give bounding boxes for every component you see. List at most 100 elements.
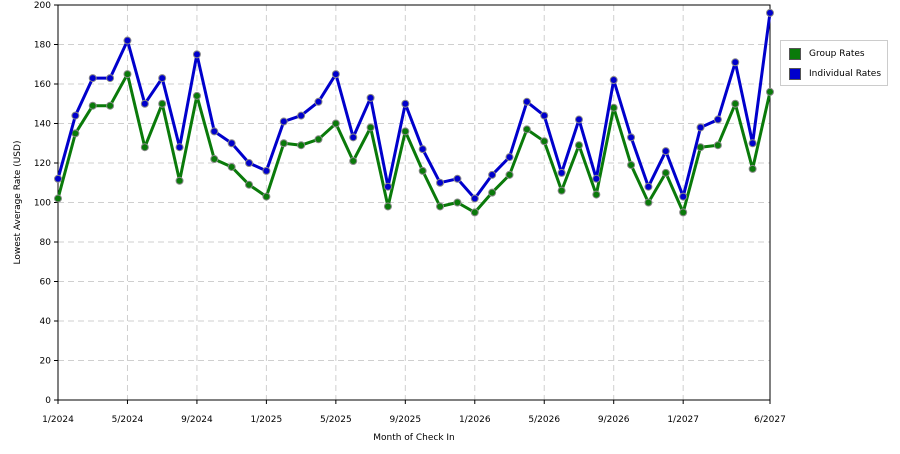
data-point (453, 174, 462, 183)
data-point (436, 202, 445, 211)
y-tick-label: 100 (34, 199, 51, 209)
data-point (679, 208, 688, 217)
data-point (54, 194, 62, 203)
data-point (279, 117, 288, 126)
data-point (488, 188, 497, 197)
data-point (140, 99, 149, 108)
data-point (557, 186, 566, 195)
data-point (123, 70, 132, 79)
y-tick-label: 20 (40, 357, 52, 367)
data-point (279, 139, 288, 148)
data-point (106, 101, 115, 110)
data-point (453, 198, 462, 207)
data-point (505, 153, 514, 162)
data-point (54, 174, 62, 183)
y-tick-label: 80 (40, 238, 52, 248)
data-point (314, 135, 323, 144)
data-point (592, 174, 601, 183)
data-point (262, 192, 271, 201)
x-tick-label: 1/2024 (42, 415, 74, 425)
data-point (227, 162, 236, 171)
data-point (262, 166, 271, 175)
data-point (470, 194, 479, 203)
x-tick-label: 9/2024 (181, 415, 213, 425)
legend-swatch-group-rates (789, 48, 801, 60)
data-point (488, 170, 497, 179)
y-tick-label: 160 (34, 80, 51, 90)
data-point (314, 97, 323, 106)
data-point (696, 123, 705, 132)
data-point (71, 129, 80, 138)
legend-item-group-rates: Group Rates (789, 47, 865, 61)
legend-swatch-individual-rates (789, 68, 801, 80)
data-point (383, 182, 392, 191)
data-point (158, 74, 167, 83)
legend: Group Rates Individual Rates (780, 40, 888, 86)
data-point (627, 133, 636, 142)
x-tick-label: 1/2026 (459, 415, 491, 425)
grid-lines (58, 4, 770, 400)
data-point (748, 139, 757, 148)
data-point (401, 127, 410, 136)
data-point (297, 111, 306, 120)
data-point (88, 74, 97, 83)
y-axis-title: Lowest Average Rate (USD) (13, 141, 23, 265)
y-tick-label: 200 (34, 1, 51, 11)
data-point (713, 141, 722, 150)
y-tick-label: 180 (34, 41, 51, 51)
data-point (661, 168, 670, 177)
data-point (210, 155, 219, 164)
data-point (609, 76, 618, 85)
data-point (192, 91, 201, 100)
series-line (56, 72, 772, 214)
x-tick-label: 9/2026 (598, 415, 630, 425)
data-point (349, 133, 358, 142)
data-point (297, 141, 306, 150)
data-point (574, 115, 583, 124)
data-point (192, 50, 201, 59)
data-point (661, 147, 670, 156)
data-point (418, 145, 427, 154)
series-0 (54, 70, 774, 217)
data-point (679, 192, 688, 201)
y-tick-label: 120 (34, 159, 51, 169)
x-tick-label: 9/2025 (389, 415, 421, 425)
x-tick-label: 1/2025 (251, 415, 283, 425)
data-point (644, 198, 653, 207)
series-line (56, 12, 772, 200)
data-point (158, 99, 167, 108)
data-point (140, 143, 149, 152)
data-point (245, 180, 254, 189)
data-point (592, 190, 601, 199)
x-tick-label: 6/2027 (754, 415, 786, 425)
data-point (331, 119, 340, 128)
data-point (106, 74, 115, 83)
x-tick-label: 5/2024 (112, 415, 144, 425)
data-point (644, 182, 653, 191)
y-tick-label: 0 (45, 396, 51, 406)
data-point (627, 160, 636, 169)
data-point (470, 208, 479, 217)
data-point (540, 137, 549, 146)
data-point (227, 139, 236, 148)
data-point (175, 143, 184, 152)
data-point (609, 103, 618, 112)
data-point (123, 36, 132, 45)
data-point (522, 97, 531, 106)
y-tick-label: 40 (40, 317, 52, 327)
data-point (383, 202, 392, 211)
data-point (766, 87, 774, 96)
data-point (540, 111, 549, 120)
data-point (713, 115, 722, 124)
axes: 0 20 40 60 80 100 120 140 160 180 200 1/2024 5/2024 9… (34, 1, 786, 425)
series (54, 8, 774, 217)
legend-label-group-rates: Group Rates (809, 49, 865, 59)
data-point (88, 101, 97, 110)
series-1 (54, 8, 774, 203)
data-point (557, 168, 566, 177)
y-tick-label: 60 (40, 278, 52, 288)
data-point (731, 99, 740, 108)
data-point (522, 125, 531, 134)
